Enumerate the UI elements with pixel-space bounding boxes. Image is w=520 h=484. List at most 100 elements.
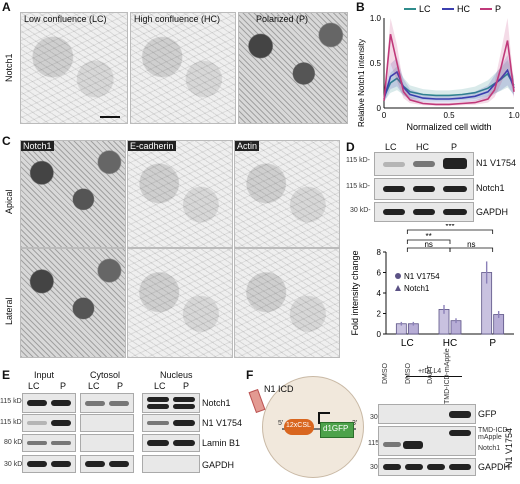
b-y-label: Relative Notch1 intensity (357, 39, 366, 127)
b-line-HC (383, 68, 515, 100)
d-mw-2: 115 kD- (346, 183, 370, 190)
c-row-label-apical: Apical (4, 189, 14, 214)
e-blot-nucleus-3 (142, 434, 200, 452)
f-lane-2: DMSO (405, 363, 412, 384)
d-category-label: HC (443, 338, 457, 349)
d-ytick-label: 2 (377, 310, 382, 319)
e-blot-label-1: Notch1 (202, 398, 231, 408)
e-mw-3: 80 kD- (4, 439, 25, 446)
d-band-p-3 (443, 209, 467, 215)
b-legend-P: P (495, 4, 501, 14)
panel-letter-d: D (346, 140, 355, 154)
e-blot-cytosol-4 (80, 455, 134, 473)
d-blot-label-3: GAPDH (476, 207, 509, 217)
d-ytick-label: 8 (377, 248, 382, 257)
d-sig-label: *** (445, 224, 454, 231)
e-blot-label-2: N1 V1754 (202, 418, 243, 428)
e-blot-input-1 (22, 393, 76, 413)
bar-chart-d: 0 2 4 6 8 Fold intensity change LC HC P N1 V1754 N… (350, 224, 514, 349)
e-mw-4: 30 kD- (4, 461, 25, 468)
d-ytick-label: 6 (377, 269, 382, 278)
d-blot-label-1: N1 V1754 (476, 158, 517, 168)
f-blot-gfp (378, 404, 476, 424)
d-band-hc-3 (413, 209, 435, 215)
e-blot-cytosol-1 (80, 393, 134, 413)
e-blot-input-3 (22, 434, 76, 452)
d-lane-p: P (451, 142, 458, 152)
panel-letter-a: A (2, 0, 11, 14)
f-treatment: +rDLL4 (418, 368, 442, 375)
f-lane-4: TMD-ICD-mApple (444, 348, 451, 404)
f-lane-3: DAPT (427, 365, 434, 384)
d-ytick-label: 0 (377, 330, 382, 339)
n1icd-icon (248, 388, 266, 414)
f-band-label-notch1: Notch1 (478, 445, 501, 452)
image-c-lateral-actin (234, 248, 340, 358)
d-ytick-label: 4 (377, 289, 382, 298)
e-group-cytosol: Cytosol (90, 370, 121, 380)
d-blot-notch1 (374, 178, 474, 200)
d-legend-1: N1 V1754 (404, 272, 440, 281)
f-three-prime: 3' (352, 420, 358, 427)
image-c-lateral-notch1 (20, 248, 126, 358)
panel-letter-c: C (2, 134, 11, 148)
e-blot-input-2 (22, 414, 76, 432)
a-col-label-hc: High confluence (HC) (134, 14, 221, 24)
d-legend-2: Notch1 (404, 284, 430, 293)
d-sig-bracket (449, 247, 494, 252)
b-legend-HC: HC (457, 4, 470, 14)
d-band-hc-1 (413, 161, 435, 167)
d-category-label: P (489, 338, 496, 349)
d-band-lc-2 (383, 186, 405, 192)
d-legend-marker-2 (395, 285, 401, 291)
b-xtick-label: 1.0 (508, 111, 520, 120)
reporter-box (320, 422, 354, 438)
f-blot-n1v1754 (378, 426, 476, 456)
f-reporter-label: d1GFP (323, 424, 349, 433)
b-ytick-label: 0 (377, 104, 382, 113)
image-c-apical-actin (234, 140, 340, 248)
c-col-label-actin: Actin (235, 141, 260, 151)
e-blot-cytosol-3 (80, 434, 134, 452)
b-xtick-label: 0.5 (443, 111, 455, 120)
d-sig-label: ns (467, 240, 475, 249)
c-row-label-lateral: Lateral (4, 297, 14, 325)
e-blot-cytosol-2 (80, 414, 134, 432)
e-group-input: Input (34, 370, 55, 380)
panel-letter-f: F (246, 368, 254, 382)
d-mw-1: 115 kD- (346, 157, 370, 164)
d-lane-lc: LC (385, 142, 397, 152)
f-n1icd-label: N1 ICD (264, 384, 294, 394)
d-sig-label: ** (426, 232, 432, 241)
d-legend-marker-1 (395, 273, 401, 279)
c-col-label-ecad: E-cadherin (128, 141, 176, 151)
d-blot-label-2: Notch1 (476, 183, 505, 193)
d-sig-bracket (406, 239, 451, 244)
image-c-apical-ecad (127, 140, 233, 248)
e-lane-6: P (183, 381, 190, 391)
e-lane-4: P (117, 381, 124, 391)
f-blot-label-3: GAPDH (478, 462, 511, 472)
image-c-lateral-ecad (127, 248, 233, 358)
a-col-label-p: Polarized (P) (256, 14, 309, 24)
e-mw-1: 115 kD- (0, 398, 24, 405)
f-blot-gapdh (378, 458, 476, 476)
a-scale-bar (100, 116, 120, 118)
b-legend-LC: LC (419, 4, 431, 14)
e-lane-1: LC (28, 381, 40, 391)
image-a-hc (130, 12, 236, 124)
line-chart-b: 0 0.5 1.0 0 0.5 1.0 Normalized cell width Relat… (357, 4, 520, 132)
d-blot-gapdh (374, 202, 474, 222)
b-xtick-label: 0 (382, 111, 387, 120)
d-mw-3: 30 kD- (350, 207, 371, 214)
csl-chip (284, 419, 314, 435)
b-band-HC (384, 55, 514, 103)
c-col-label-notch1: Notch1 (21, 141, 54, 151)
dna-line (282, 428, 356, 430)
e-blot-label-3: Lamin B1 (202, 438, 241, 448)
arrow-icon (318, 412, 330, 424)
image-c-apical-notch1 (20, 140, 126, 248)
b-x-label: Normalized cell width (406, 122, 491, 132)
e-blot-input-4 (22, 455, 76, 473)
b-line-P (383, 34, 515, 106)
